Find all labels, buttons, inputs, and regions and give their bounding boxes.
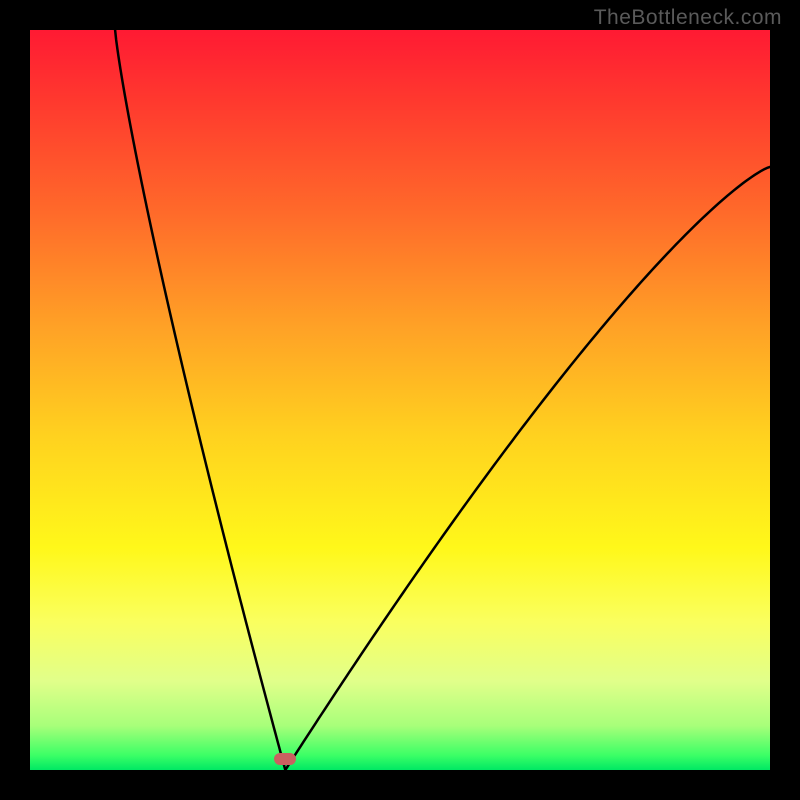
minimum-marker [274,753,296,765]
plot-area [30,30,770,770]
bottleneck-curve [30,30,770,770]
watermark-text: TheBottleneck.com [594,6,782,30]
